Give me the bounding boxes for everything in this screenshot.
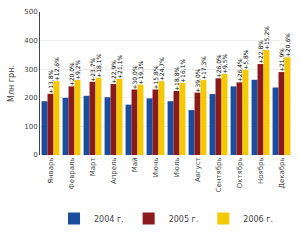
svg-text:2005 г.: 2005 г. <box>169 215 199 224</box>
svg-text:+15,2%: +15,2% <box>263 26 270 50</box>
svg-text:Апрель: Апрель <box>110 157 118 184</box>
svg-text:+13,8%: +13,8% <box>47 69 54 93</box>
svg-text:+39,0%: +39,0% <box>194 68 201 92</box>
svg-text:200: 200 <box>24 94 37 102</box>
svg-text:+16,1%: +16,1% <box>179 59 186 83</box>
svg-text:Январь: Январь <box>47 157 55 183</box>
svg-text:+22,9%: +22,9% <box>110 60 117 84</box>
svg-text:+12,6%: +12,6% <box>53 57 60 81</box>
svg-text:+15,8%: +15,8% <box>152 65 159 89</box>
svg-text:+18,1%: +18,1% <box>95 53 102 77</box>
svg-text:0: 0 <box>33 151 37 159</box>
svg-text:Млн грн.: Млн грн. <box>7 65 16 102</box>
svg-text:+18,8%: +18,8% <box>173 67 180 91</box>
svg-text:+26,4%: +26,4% <box>236 58 243 82</box>
svg-text:2004 г.: 2004 г. <box>94 215 124 224</box>
svg-text:2006 г.: 2006 г. <box>243 215 273 224</box>
svg-text:+9,5%: +9,5% <box>221 53 228 74</box>
svg-text:+24,7%: +24,7% <box>158 57 165 81</box>
svg-text:300: 300 <box>24 66 37 74</box>
svg-text:+5,8%: +5,8% <box>242 49 249 70</box>
svg-text:Июнь: Июнь <box>152 157 160 177</box>
svg-text:+20,0%: +20,0% <box>68 62 75 86</box>
svg-text:Май: Май <box>131 157 139 172</box>
svg-text:Июль: Июль <box>173 157 181 177</box>
svg-text:+26,0%: +26,0% <box>215 54 222 78</box>
svg-text:+21,1%: +21,1% <box>116 55 123 79</box>
svg-text:100: 100 <box>24 123 37 131</box>
svg-text:+23,7%: +23,7% <box>89 57 96 81</box>
svg-text:500: 500 <box>24 8 37 16</box>
svg-text:Сентябрь: Сентябрь <box>215 157 223 192</box>
svg-text:Декабрь: Декабрь <box>278 157 286 188</box>
svg-text:+9,2%: +9,2% <box>74 60 81 81</box>
svg-text:Август: Август <box>194 157 202 182</box>
svg-text:+22,8%: +22,8% <box>257 40 264 64</box>
svg-text:Февраль: Февраль <box>68 157 76 189</box>
svg-text:Октябрь: Октябрь <box>236 157 244 188</box>
svg-text:+17,3%: +17,3% <box>200 56 207 80</box>
svg-text:+19,3%: +19,3% <box>137 60 144 84</box>
svg-text:400: 400 <box>24 37 37 45</box>
svg-text:Март: Март <box>89 157 97 176</box>
svg-text:+21,9%: +21,9% <box>278 48 285 72</box>
svg-text:Ноябрь: Ноябрь <box>257 157 265 184</box>
svg-text:+20,6%: +20,6% <box>284 33 291 57</box>
svg-text:+30,0%: +30,0% <box>131 65 138 89</box>
